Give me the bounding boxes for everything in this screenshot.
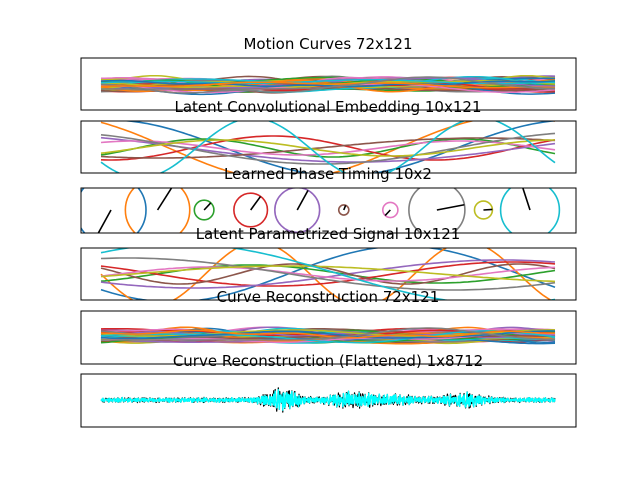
parametrized-signal-channel-10: [100, 248, 556, 300]
phase-circle-10: [499, 188, 561, 233]
motion-curve-series-69: [100, 80, 556, 88]
phase-circle-7: [381, 201, 399, 219]
parametrized-signal-channel-9: [100, 265, 556, 283]
phase-hand-3: [203, 202, 212, 211]
phase-hand-1: [97, 209, 112, 233]
panel-latent-embedding: Latent Convolutional Embedding 10x121: [80, 98, 577, 174]
phase-hand-4: [250, 195, 262, 211]
phase-hand-8: [436, 203, 465, 211]
panel-motion-curves: Motion Curves 72x121: [80, 35, 577, 111]
curve-reconstruction-lines: [100, 326, 556, 345]
phase-hand-9: [483, 208, 493, 211]
parametrized-signal-channel-6: [100, 263, 556, 285]
panel-curve-reconstruction: Curve Reconstruction 72x121: [80, 288, 577, 365]
motion-curve-series-72: [100, 81, 556, 89]
latent-embedding-channel-3: [100, 138, 556, 158]
latent-embedding-channel-9: [100, 139, 555, 157]
curve-reconstruction-title: Curve Reconstruction 72x121: [217, 288, 440, 306]
phase-timing-title: Learned Phase Timing 10x2: [224, 165, 432, 183]
parametrized-signal-frame: [80, 247, 577, 301]
reconstruction-curve-series-highlight: [101, 327, 556, 341]
phase-circle-2: [124, 188, 191, 233]
phase-hand-2: [156, 188, 173, 211]
phase-hand-10: [522, 188, 531, 211]
phase-circle-1: [81, 188, 147, 233]
motion-curves-lines: [100, 74, 556, 96]
motion-curve-series-70: [100, 79, 556, 85]
parametrized-signal-lines: [100, 248, 556, 300]
curve-reconstruction-frame: [80, 310, 577, 365]
latent-embedding-title: Latent Convolutional Embedding 10x121: [174, 98, 481, 116]
panel-flattened-reconstruction: Curve Reconstruction (Flattened) 1x8712: [80, 352, 577, 428]
parametrized-signal-channel-2: [100, 248, 553, 300]
motion-curves-title: Motion Curves 72x121: [243, 35, 412, 53]
parametrized-signal-channel-8: [100, 257, 556, 291]
flattened-reconstruction-lines: [100, 387, 556, 413]
phase-circle-3: [193, 199, 215, 221]
phase-circle-8: [408, 188, 466, 233]
reconstruction-curve-series-71: [100, 330, 556, 340]
latent-embedding-channel-10: [100, 121, 556, 173]
panel-phase-timing: Learned Phase Timing 10x2: [80, 165, 577, 234]
latent-embedding-frame: [80, 120, 577, 174]
flattened-reconstruction-line: [100, 388, 556, 411]
parametrized-signal-channel-7: [100, 266, 556, 282]
phase-timing-circles: [81, 188, 561, 233]
motion-curves-frame: [80, 57, 577, 111]
latent-embedding-channel-8: [100, 132, 556, 165]
phase-timing-frame: [80, 187, 577, 234]
parametrized-signal-channel-4: [100, 261, 556, 287]
latent-embedding-channel-6: [100, 137, 556, 159]
phase-hand-6: [343, 205, 347, 211]
flattened-reconstruction-frame: [80, 373, 577, 428]
panel-parametrized-signal: Latent Parametrized Signal 10x121: [80, 225, 577, 301]
phase-circle-6: [337, 204, 350, 216]
phase-hand-7: [384, 209, 391, 217]
latent-embedding-lines: [100, 121, 556, 173]
phase-hand-5: [296, 189, 309, 211]
phase-circle-5: [274, 188, 321, 233]
latent-embedding-channel-4: [100, 135, 556, 161]
motion-curve-series-highlight: [101, 76, 556, 90]
parametrized-signal-title: Latent Parametrized Signal 10x121: [196, 225, 461, 243]
phase-circle-4: [233, 192, 269, 228]
reconstruction-curve-series-70: [100, 330, 556, 344]
flattened-reconstruction-title: Curve Reconstruction (Flattened) 1x8712: [173, 352, 483, 370]
